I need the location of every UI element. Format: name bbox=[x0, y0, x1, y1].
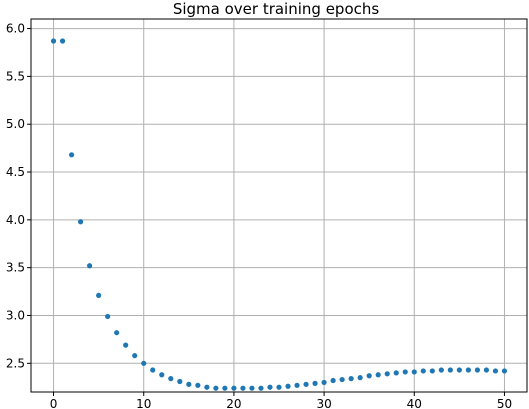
chart-title: Sigma over training epochs bbox=[173, 0, 380, 18]
data-point bbox=[195, 382, 201, 388]
data-point bbox=[312, 380, 318, 386]
data-point bbox=[105, 313, 111, 320]
data-point bbox=[321, 379, 327, 386]
data-point bbox=[456, 367, 462, 373]
data-point bbox=[384, 371, 390, 377]
data-point bbox=[123, 342, 129, 348]
data-point bbox=[276, 384, 282, 390]
data-point bbox=[59, 38, 66, 44]
data-point bbox=[330, 377, 336, 384]
data-point bbox=[141, 360, 147, 366]
y-tick-label: 5.5 bbox=[6, 69, 25, 83]
data-point bbox=[213, 385, 219, 391]
y-tick-label: 6.0 bbox=[6, 22, 25, 36]
data-point bbox=[429, 368, 435, 374]
x-tick-label: 10 bbox=[136, 397, 151, 409]
data-point bbox=[366, 373, 372, 379]
data-point bbox=[375, 372, 381, 378]
data-point bbox=[303, 381, 309, 387]
data-point bbox=[483, 367, 490, 373]
data-point bbox=[447, 367, 453, 373]
x-tick-label: 30 bbox=[316, 397, 331, 409]
data-point bbox=[474, 367, 480, 373]
data-point bbox=[249, 385, 255, 391]
data-point bbox=[465, 367, 471, 373]
data-point bbox=[177, 378, 183, 385]
data-point bbox=[402, 369, 408, 375]
data-point bbox=[501, 368, 508, 374]
plot-frame bbox=[30, 18, 528, 393]
data-point bbox=[231, 385, 237, 391]
data-point bbox=[96, 292, 102, 299]
data-points bbox=[50, 38, 508, 391]
y-tick-label: 4.0 bbox=[6, 213, 25, 227]
x-tick-label: 40 bbox=[407, 397, 422, 409]
data-point bbox=[168, 376, 174, 382]
data-point bbox=[222, 385, 228, 391]
data-point bbox=[258, 385, 264, 391]
y-tick-label: 2.5 bbox=[6, 356, 25, 370]
data-point bbox=[78, 219, 84, 225]
data-point bbox=[132, 353, 138, 359]
data-point bbox=[50, 38, 57, 44]
grid bbox=[31, 19, 527, 392]
data-point bbox=[267, 384, 273, 390]
data-point bbox=[339, 376, 345, 383]
data-point bbox=[150, 367, 156, 373]
data-point bbox=[159, 372, 165, 378]
data-point bbox=[420, 368, 426, 374]
data-point bbox=[87, 263, 93, 269]
y-tick-label: 3.0 bbox=[6, 308, 25, 322]
axis-ticks: 0 10 20 30 40 50 2.5 3.0 3.5 4.0 4.5 5.0 5.5 6.0 bbox=[6, 22, 512, 409]
x-tick-label: 20 bbox=[226, 397, 241, 409]
y-tick-label: 4.5 bbox=[6, 165, 25, 179]
data-point bbox=[357, 375, 363, 381]
data-point bbox=[114, 330, 120, 336]
data-point bbox=[411, 369, 417, 375]
data-point bbox=[285, 383, 291, 389]
data-point bbox=[393, 370, 399, 376]
data-point bbox=[492, 368, 499, 374]
y-tick-label: 5.0 bbox=[6, 117, 25, 131]
data-point bbox=[186, 381, 192, 387]
y-tick-label: 3.5 bbox=[6, 261, 25, 275]
data-point bbox=[294, 382, 300, 388]
x-tick-label: 0 bbox=[50, 397, 58, 409]
data-point bbox=[204, 384, 210, 390]
data-point bbox=[68, 152, 75, 158]
data-point bbox=[438, 367, 444, 373]
data-point bbox=[240, 385, 246, 391]
data-point bbox=[348, 376, 354, 382]
x-tick-label: 50 bbox=[497, 397, 512, 409]
